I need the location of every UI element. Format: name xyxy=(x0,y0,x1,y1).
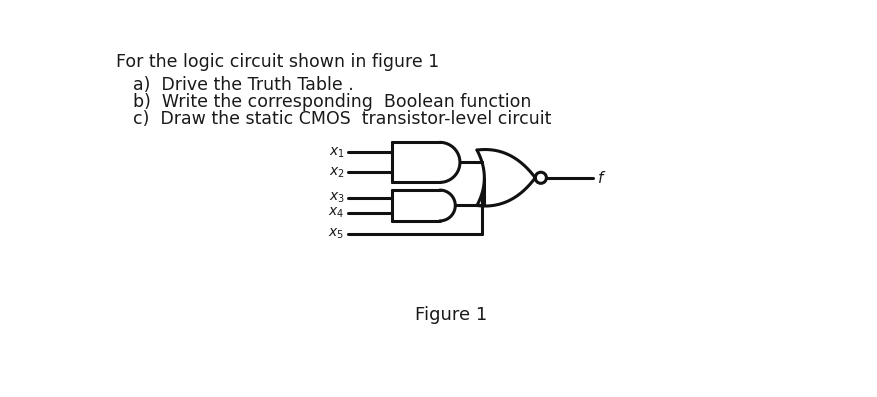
Text: $f$: $f$ xyxy=(596,170,606,186)
Text: b)  Write the corresponding  Boolean function: b) Write the corresponding Boolean funct… xyxy=(133,93,531,111)
Text: $x_5$: $x_5$ xyxy=(329,227,345,241)
Text: $x_2$: $x_2$ xyxy=(329,165,345,179)
Text: $x_1$: $x_1$ xyxy=(329,145,345,160)
Text: For the logic circuit shown in figure 1: For the logic circuit shown in figure 1 xyxy=(116,53,439,71)
Text: c)  Draw the static CMOS  transistor-level circuit: c) Draw the static CMOS transistor-level… xyxy=(133,110,552,128)
Text: a)  Drive the Truth Table .: a) Drive the Truth Table . xyxy=(133,76,353,94)
Text: Figure 1: Figure 1 xyxy=(415,306,487,324)
Text: $x_4$: $x_4$ xyxy=(328,206,345,220)
Text: $x_3$: $x_3$ xyxy=(329,191,345,205)
